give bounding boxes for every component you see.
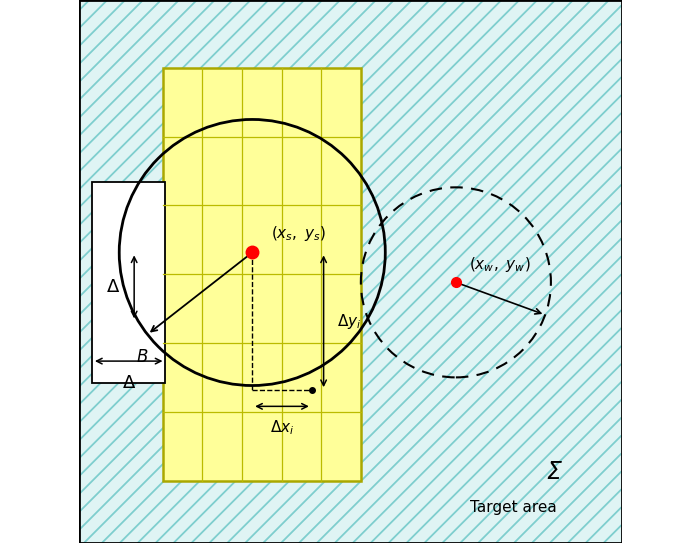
- Text: Σ: Σ: [546, 460, 561, 484]
- Text: $\Delta$: $\Delta$: [106, 278, 120, 296]
- Text: $(x_s,\ y_s)$: $(x_s,\ y_s)$: [272, 224, 327, 243]
- Text: $\Delta x_i$: $\Delta x_i$: [270, 419, 294, 438]
- Text: $\Delta$: $\Delta$: [122, 374, 136, 392]
- Text: $\Delta y_i$: $\Delta y_i$: [337, 312, 361, 331]
- Text: Target area: Target area: [470, 500, 556, 515]
- Bar: [162, 68, 361, 481]
- Text: $B$: $B$: [136, 348, 148, 366]
- Bar: [92, 182, 165, 383]
- Text: $(x_w,\ y_w)$: $(x_w,\ y_w)$: [470, 255, 531, 274]
